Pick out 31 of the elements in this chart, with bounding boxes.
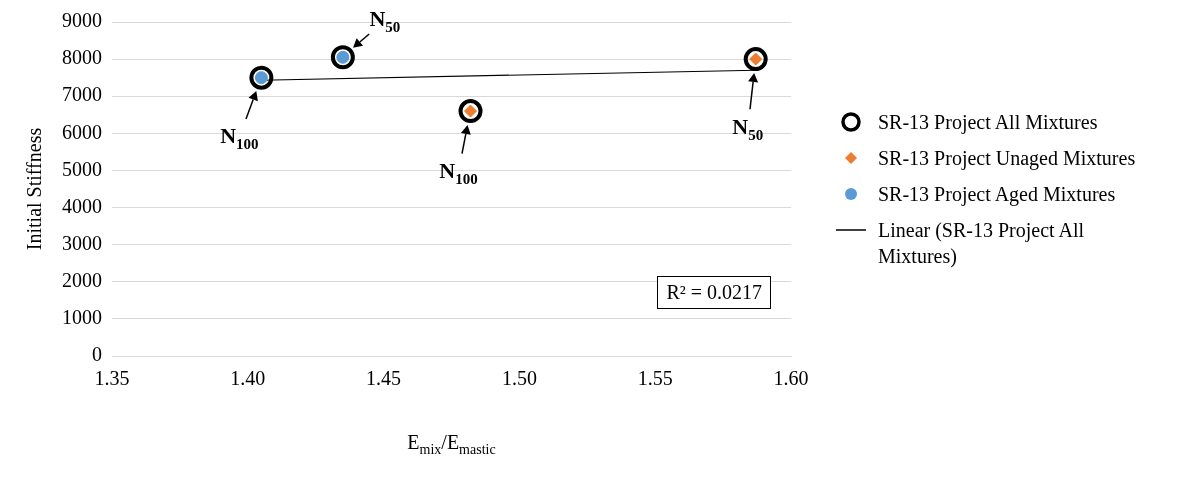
- y-tick-label: 8000: [62, 46, 102, 69]
- y-axis-title: Initial Stiffness: [23, 127, 46, 251]
- x-tick-label: 1.55: [637, 367, 673, 390]
- y-tick-label: 9000: [62, 9, 102, 32]
- legend-label: Linear (SR-13 Project All Mixtures): [878, 218, 1086, 269]
- x-tick-label: 1.45: [366, 367, 402, 390]
- annotation: N$_{100}$: [220, 122, 259, 153]
- y-tick-label: 0: [92, 343, 102, 366]
- x-tick-label: 1.35: [94, 367, 130, 390]
- y-tick-label: 4000: [62, 194, 102, 217]
- y-tick-label: 2000: [62, 269, 102, 292]
- y-tick-label: 1000: [62, 306, 102, 329]
- point: [249, 65, 274, 90]
- x-tick-label: 1.60: [773, 367, 809, 390]
- y-tick-label: 7000: [62, 83, 102, 106]
- legend-label: SR-13 Project Aged Mixtures: [878, 182, 1116, 207]
- annotation: N$_{100}$: [439, 158, 478, 188]
- point: [458, 99, 483, 124]
- annotation: N$_{50}$: [732, 114, 764, 144]
- annotation: R² = 0.0217: [657, 276, 771, 309]
- x-tick-label: 1.50: [501, 367, 537, 390]
- y-tick-label: 5000: [62, 157, 102, 180]
- x-tick-label: 1.40: [230, 367, 266, 390]
- point: [330, 45, 355, 70]
- point: [743, 47, 768, 72]
- x-axis-title: E$_{mix}$/E$_{mastic}$: [407, 431, 496, 458]
- annotation: N$_{50}$: [369, 6, 401, 36]
- y-tick-label: 6000: [62, 120, 102, 143]
- legend-label: SR-13 Project All Mixtures: [878, 110, 1098, 135]
- y-tick-label: 3000: [62, 231, 102, 254]
- legend-label: SR-13 Project Unaged Mixtures: [878, 146, 1136, 171]
